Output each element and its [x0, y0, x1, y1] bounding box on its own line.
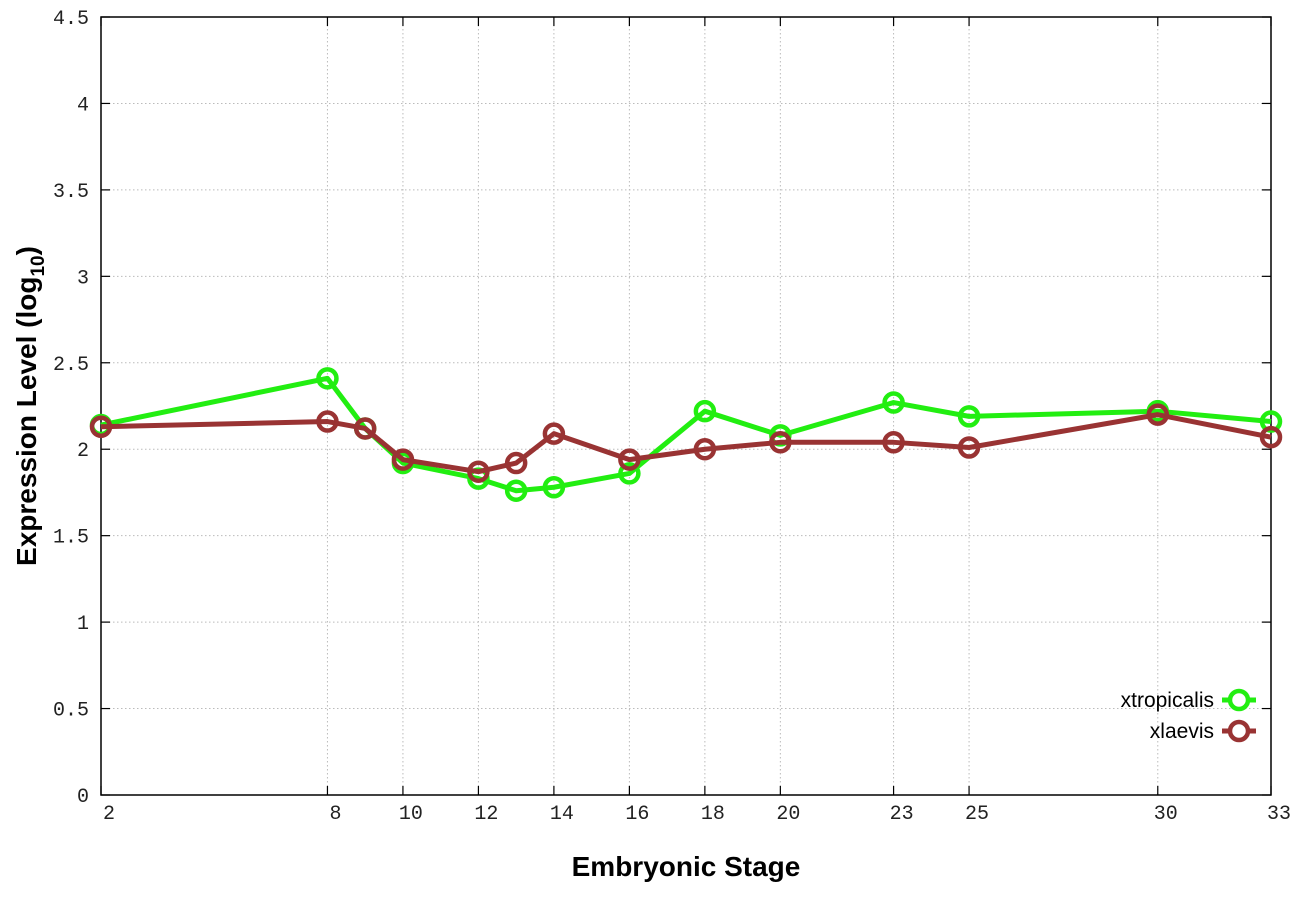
data-point: [1259, 410, 1283, 433]
legend-entry: xlaevis: [1150, 719, 1256, 743]
x-tick-label: 12: [474, 803, 498, 826]
x-tick-label: 10: [399, 803, 423, 826]
legend: xtropicalis xlaevis: [1121, 688, 1256, 743]
data-point: [504, 451, 528, 475]
x-tick-label: 20: [776, 803, 800, 826]
x-tick-label: 16: [625, 803, 649, 826]
data-point: [353, 417, 377, 440]
y-tick-label: 1: [77, 613, 89, 636]
data-point: [504, 479, 528, 502]
y-tick-label: 3.5: [53, 181, 89, 204]
data-point: [1146, 403, 1170, 426]
legend-label: xtropicalis: [1121, 689, 1214, 712]
x-tick-label: 25: [965, 803, 989, 826]
axis-ticks: 0 0.5 1 1.5 2 2.5 3 3.5 4 4.5 2 8 10 12 14 16 18 20 23 25 30…: [53, 8, 1291, 826]
data-point: [957, 405, 981, 428]
legend-swatch-marker: [1227, 688, 1251, 712]
y-tick-label: 1.5: [53, 527, 89, 550]
data-point: [89, 415, 113, 438]
data-point: [882, 391, 905, 414]
y-axis-title-main: Expression Level (log: [11, 277, 42, 566]
series-layer: [89, 367, 1283, 502]
plot-frame: [100, 16, 1272, 796]
x-tick-label: 2: [103, 803, 115, 826]
y-tick-label: 0.5: [53, 700, 89, 723]
data-point: [769, 431, 792, 454]
legend-swatch-marker: [1227, 719, 1251, 743]
y-tick-label: 4.5: [53, 8, 89, 31]
legend-entry: xtropicalis: [1121, 688, 1256, 712]
series-xtropicalis: [89, 367, 1283, 502]
data-point: [467, 460, 490, 483]
x-tick-label: 33: [1267, 803, 1291, 826]
y-tick-label: 4: [77, 94, 89, 117]
x-axis-title: Embryonic Stage: [572, 851, 801, 882]
x-tick-label: 14: [550, 803, 574, 826]
y-tick-label: 3: [77, 267, 89, 290]
y-tick-label: 2: [77, 440, 89, 463]
data-point: [542, 476, 566, 499]
y-tick-label: 2.5: [53, 354, 89, 377]
x-tick-label: 30: [1154, 803, 1178, 826]
series-line: [100, 375, 1272, 494]
data-point: [693, 399, 717, 423]
series-line: [100, 412, 1272, 475]
y-axis-title: Expression Level (log10): [11, 246, 49, 566]
data-point: [1259, 425, 1283, 449]
legend-label: xlaevis: [1150, 720, 1214, 743]
data-point: [316, 410, 339, 433]
x-tick-label: 18: [701, 803, 725, 826]
data-point: [391, 448, 415, 471]
x-tick-label: 8: [329, 803, 341, 826]
y-axis-title-suffix: ): [11, 246, 42, 255]
data-point: [316, 367, 339, 390]
grid-lines: [101, 17, 1271, 795]
y-axis-title-subscript: 10: [28, 255, 49, 276]
x-tick-label: 23: [890, 803, 914, 826]
series-xlaevis: [89, 403, 1283, 483]
data-point: [957, 436, 981, 459]
data-point: [542, 422, 566, 445]
data-point: [618, 462, 641, 485]
data-point: [618, 448, 641, 471]
data-point: [693, 437, 717, 461]
y-tick-label: 0: [77, 786, 89, 809]
data-point: [882, 431, 905, 454]
